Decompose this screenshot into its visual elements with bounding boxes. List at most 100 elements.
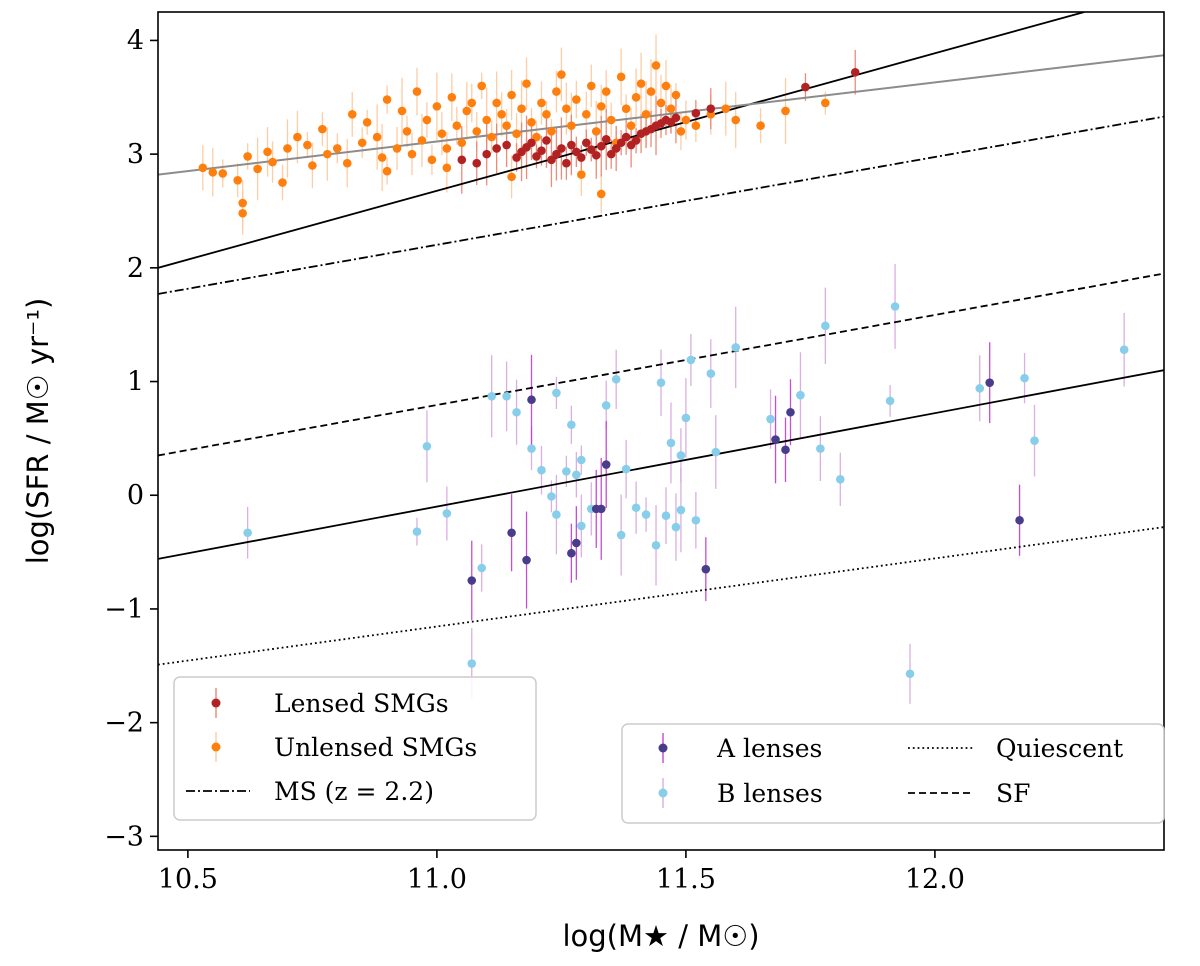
x-tick-label: 11.5 — [656, 864, 716, 895]
lensed-smg-point — [572, 147, 581, 157]
lensed-smg-point — [502, 140, 511, 150]
lensed-smg-point — [552, 149, 561, 159]
legend-ms-label: MS (z = 2.2) — [274, 777, 434, 806]
unlensed-smg-point — [641, 110, 651, 119]
lensed-smg-point — [527, 138, 536, 148]
legend-unlensed-marker — [211, 742, 221, 752]
unlensed-smg-point — [537, 98, 546, 108]
line-sf — [158, 272, 1164, 457]
unlensed-smg-point — [218, 169, 228, 178]
unlensed-smg-point — [507, 172, 516, 182]
a-lens-point — [1015, 515, 1024, 525]
b-lens-point — [766, 414, 775, 424]
a-lens-point — [786, 407, 795, 417]
unlensed-smg-point — [756, 121, 765, 131]
lensed-smg-point — [591, 150, 601, 160]
b-lens-point — [567, 420, 576, 430]
a-lens-point — [507, 528, 516, 538]
lensed-smg-point — [691, 108, 701, 118]
b-lens-point — [661, 511, 671, 521]
unlensed-smg-point — [666, 104, 676, 113]
unlensed-smg-point — [492, 98, 501, 108]
unlensed-smg-point — [382, 166, 392, 176]
legend-quiescent-label: Quiescent — [996, 734, 1123, 763]
lensed-smg-point — [671, 113, 681, 123]
b-lens-point — [731, 343, 741, 352]
y-axis-ticks: −3 −2 −1 0 1 2 3 4 — [104, 25, 158, 852]
unlensed-smg-point — [512, 129, 521, 138]
unlensed-smg-point — [437, 129, 447, 138]
unlensed-smg-point — [487, 132, 496, 142]
b-lens-point — [1030, 436, 1039, 445]
b-lens-point — [243, 528, 252, 538]
unlensed-smg-point — [392, 144, 402, 153]
a-lens-point — [985, 378, 994, 387]
unlensed-smg-point — [283, 144, 292, 153]
unlensed-smg-point — [303, 140, 312, 150]
unlensed-smg-point — [631, 92, 641, 102]
unlensed-smg-point — [377, 153, 387, 162]
a-lens-point — [467, 576, 477, 585]
b-lens-point — [577, 521, 586, 531]
unlensed-smg-point — [591, 127, 601, 136]
b-lens-point — [1119, 345, 1129, 355]
lensed-smg-point — [616, 138, 626, 148]
unlensed-smg-point — [527, 117, 536, 127]
lensed-smg-point — [482, 149, 491, 159]
unlensed-smg-point — [457, 138, 467, 148]
legend-sf-label: SF — [996, 779, 1030, 808]
b-lens-point — [671, 522, 681, 532]
unlensed-smg-point — [542, 110, 551, 119]
lensed-smg-point — [492, 144, 501, 153]
lensed-smg-point — [601, 135, 611, 144]
unlensed-smg-point — [572, 95, 581, 104]
unlensed-smg-point — [497, 110, 506, 119]
unlensed-smg-point — [472, 127, 482, 136]
a-lens-point — [522, 555, 531, 565]
unlensed-smg-point — [646, 87, 656, 96]
b-lens-point — [816, 444, 825, 453]
unlensed-smg-point — [417, 136, 427, 145]
unlensed-smg-point — [731, 115, 741, 125]
unlensed-smg-point — [442, 163, 452, 173]
unlensed-smg-point — [661, 81, 671, 91]
unlensed-smg-point — [477, 81, 487, 91]
unlensed-smg-point — [656, 98, 666, 108]
b-lens-point — [681, 413, 691, 423]
unlensed-smg-point — [517, 104, 526, 113]
unlensed-smg-point — [238, 208, 247, 218]
a-lens-point — [572, 538, 581, 548]
unlensed-smg-point — [402, 127, 412, 136]
unlensed-smg-point — [636, 79, 646, 88]
b-lens-point — [885, 396, 895, 406]
b-lens-point — [422, 442, 432, 451]
x-tick-label: 10.5 — [158, 864, 218, 895]
legend-a-lenses-label: A lenses — [716, 734, 822, 763]
legend-left-frame — [173, 676, 537, 821]
b-lens-point — [611, 374, 621, 384]
x-axis-ticks: 10.5 11.0 11.5 12.0 — [158, 850, 965, 895]
lensed-smg-point — [706, 104, 716, 113]
line-ms-z-2-2 — [158, 115, 1164, 295]
unlensed-smg-point — [427, 155, 437, 165]
y-axis-label: log(SFR / M☉ yr⁻¹) — [21, 298, 55, 565]
unlensed-smg-point — [606, 115, 616, 125]
b-lens-point — [552, 510, 561, 519]
unlensed-smg-point — [293, 132, 302, 142]
unlensed-smg-point — [577, 170, 586, 179]
b-lens-point — [467, 659, 477, 668]
b-lens-point — [656, 378, 666, 387]
unlensed-smg-point — [362, 117, 372, 127]
legend-right: A lenses B lenses Quiescent SF — [621, 723, 1165, 824]
lensed-smg-point — [547, 155, 556, 165]
y-tick-label: −3 — [104, 821, 144, 852]
unlensed-smg-point — [462, 106, 472, 116]
unlensed-smg-point — [208, 168, 218, 177]
x-tick-label: 12.0 — [905, 864, 965, 895]
x-axis-label: log(M★ / M☉) — [562, 919, 759, 953]
unlensed-smg-point — [278, 178, 287, 187]
unlensed-smg-point — [382, 95, 392, 104]
unlensed-smg-point — [318, 124, 327, 134]
legend-b-lenses-label: B lenses — [717, 779, 823, 808]
